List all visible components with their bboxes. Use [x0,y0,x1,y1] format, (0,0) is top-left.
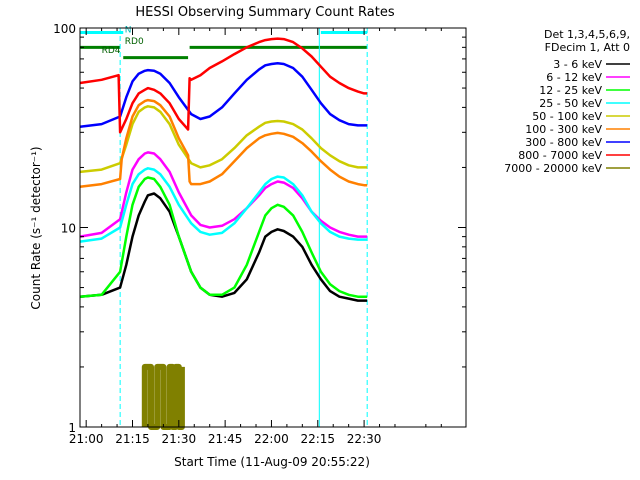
series-line [79,176,368,298]
legend-entry-label: 6 - 12 keV [546,71,602,84]
legend-entry-label: 100 - 300 keV [525,123,602,136]
y-tick-label: 1 [68,421,76,435]
series-layer [79,37,368,430]
legend-entry-label: 300 - 800 keV [525,136,602,149]
x-axis-label: Start Time (11-Aug-09 20:55:22) [174,455,370,469]
state-annotation: N [125,25,132,35]
x-tick-label: 21:30 [162,432,197,446]
state-annotation: RD4 [102,46,121,56]
legend-entry-label: 3 - 6 keV [553,58,602,71]
chart-title: HESSI Observing Summary Count Rates [135,5,394,20]
legend-entry-label: 12 - 25 keV [539,84,602,97]
legend-entry-label: 25 - 50 keV [539,97,602,110]
legend: Det 1,3,4,5,6,9, FDecim 1, Att 0 3 - 6 k… [504,28,630,175]
series-line [79,151,368,238]
series-line [79,62,368,128]
legend-header-line-1: Det 1,3,4,5,6,9, [544,28,630,41]
plot-frame [79,27,467,428]
y-tick-label: 100 [53,22,76,36]
legend-header-line-2: FDecim 1, Att 0 [545,41,630,54]
x-tick-label: 22:30 [347,432,382,446]
legend-entry-label: 800 - 7000 keV [518,149,602,162]
series-line [141,363,185,430]
y-tick-label: 10 [61,222,76,236]
x-tick-label: 22:00 [254,432,289,446]
x-tick-label: 21:15 [115,432,150,446]
x-tick-label: 21:45 [208,432,243,446]
x-tick-label: 22:15 [300,432,335,446]
series-line [79,192,368,302]
x-tick-label: 21:00 [69,432,104,446]
series-line [79,105,368,174]
series-line [79,37,368,134]
series-line [79,167,368,243]
legend-entry-label: 7000 - 20000 keV [504,162,602,175]
chart-overlay: N RD0 RD4 [79,25,368,427]
axes-layer: 21:00 21:15 21:30 21:45 22:00 22:15 22:30 1 10 10… [53,22,466,446]
state-annotation: RD0 [125,37,144,47]
legend-entry-label: 50 - 100 keV [532,110,602,123]
series-line [79,98,368,189]
y-axis-label: Count Rate (s⁻¹ detector⁻¹) [29,146,43,309]
